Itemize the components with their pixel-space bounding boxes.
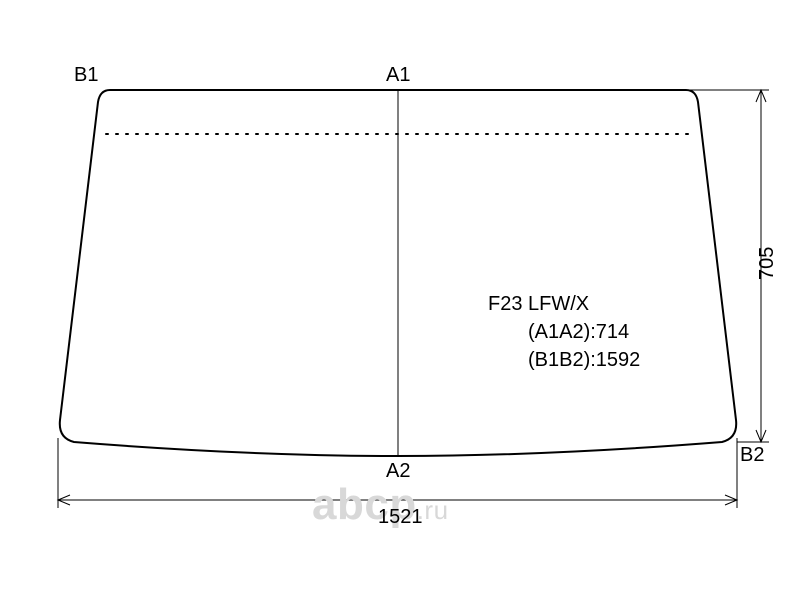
annotation-block: F23 LFW/X (A1A2):714 (B1B2):1592 (488, 290, 640, 374)
label-b1: B1 (74, 64, 98, 87)
diagram-root: abcp.ru B1 (0, 0, 800, 600)
annotation-line1: F23 LFW/X (488, 290, 640, 318)
label-b2: B2 (740, 444, 764, 467)
dim-height-value: 705 (756, 247, 779, 280)
annotation-line3: (B1B2):1592 (488, 346, 640, 374)
label-a2: A2 (386, 460, 410, 483)
annotation-line2: (A1A2):714 (488, 318, 640, 346)
label-a1: A1 (386, 64, 410, 87)
dim-width-value: 1521 (378, 506, 423, 529)
